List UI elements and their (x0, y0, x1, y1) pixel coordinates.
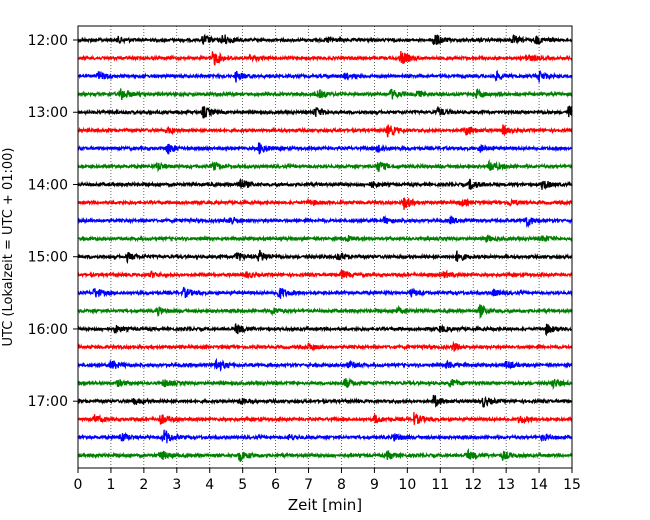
y-axis: 12:00 13:00 14:00 15:00 16:00 17:00 (28, 33, 78, 410)
seismic-trace (77, 323, 573, 337)
x-axis-title: Zeit [min] (288, 496, 362, 514)
seismic-trace (77, 412, 573, 425)
seismic-trace (77, 197, 573, 210)
seismic-trace (77, 69, 573, 83)
y-tick-label: 17:00 (28, 394, 68, 410)
seismic-trace (77, 105, 573, 119)
seismic-trace (77, 249, 573, 265)
y-axis-title: UTC (Lokalzeit = UTC + 01:00) (1, 148, 16, 347)
plot-frame (77, 25, 573, 469)
seismic-trace (77, 377, 573, 391)
x-tick-label: 3 (172, 477, 181, 493)
x-tick-label: 8 (337, 477, 346, 493)
y-tick-label: 15:00 (28, 250, 68, 266)
seismic-trace (77, 340, 573, 352)
x-tick-label: 4 (205, 477, 214, 493)
seismic-trace (77, 429, 573, 444)
seismic-trace (77, 448, 573, 462)
seismic-trace (77, 394, 573, 408)
seismic-trace (77, 214, 573, 229)
seismic-trace (77, 88, 573, 101)
x-tick-label: 1 (106, 477, 115, 493)
x-tick-label: 2 (139, 477, 148, 493)
x-tick-label: 15 (563, 477, 581, 493)
x-tick-label: 0 (74, 477, 83, 493)
x-axis: 0 1 2 3 4 5 6 7 8 9 10 11 12 13 14 15 (74, 468, 581, 493)
x-tick-label: 14 (530, 477, 548, 493)
y-tick-label: 16:00 (28, 322, 68, 338)
y-tick-label: 13:00 (28, 105, 68, 121)
seismic-trace (77, 124, 573, 138)
seismic-trace (77, 304, 573, 320)
y-tick-label: 12:00 (28, 33, 68, 49)
seismic-trace (77, 33, 573, 46)
seismic-trace (77, 158, 573, 173)
trace-group (77, 33, 573, 462)
x-tick-label: 10 (398, 477, 416, 493)
x-tick-label: 11 (431, 477, 449, 493)
x-tick-label: 13 (497, 477, 515, 493)
seismic-trace (77, 51, 573, 66)
x-tick-label: 7 (304, 477, 313, 493)
x-tick-label: 5 (238, 477, 247, 493)
x-tick-label: 9 (370, 477, 379, 493)
seismic-trace (77, 177, 573, 190)
x-tick-label: 12 (464, 477, 482, 493)
seismic-trace (77, 269, 573, 279)
seismic-trace (77, 234, 573, 243)
y-tick-label: 14:00 (28, 177, 68, 193)
seismic-trace (77, 286, 573, 299)
seismic-trace (77, 142, 573, 155)
seismic-trace (77, 357, 573, 372)
x-tick-label: 6 (271, 477, 280, 493)
